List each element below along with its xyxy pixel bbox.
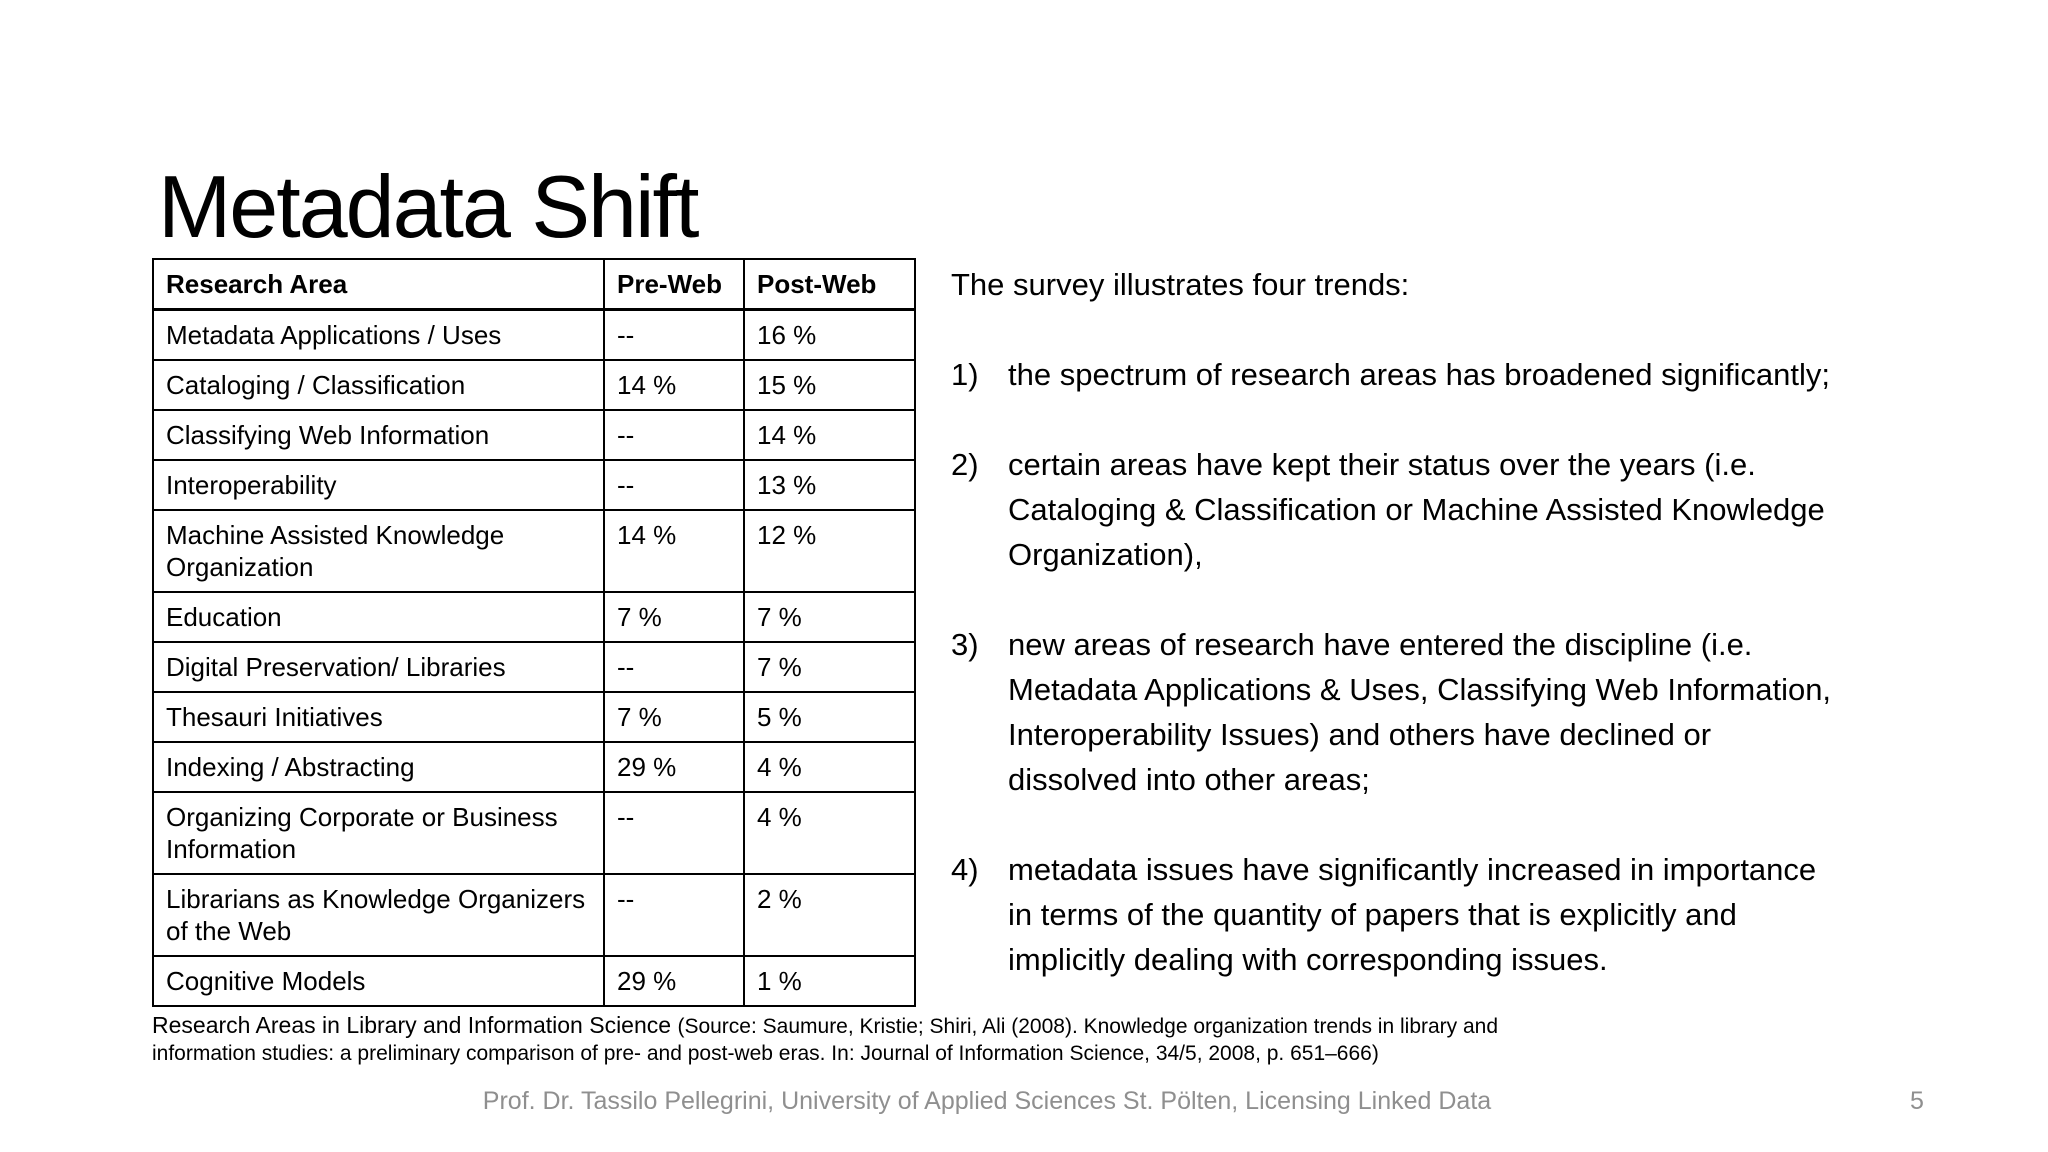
table-row: Librarians as Knowledge Organizers of th…	[152, 873, 916, 957]
trend-number: 3)	[951, 627, 979, 662]
trends-list: 1) the spectrum of research areas has bro…	[951, 352, 1963, 982]
table-row: Indexing / Abstracting 29 % 4 %	[152, 741, 916, 793]
trend-number: 2)	[951, 447, 979, 482]
trend-text: new areas of research have entered the d…	[1008, 627, 1832, 797]
cell-research-area: Librarians as Knowledge Organizers of th…	[152, 873, 605, 957]
cell-post-web: 16 %	[743, 308, 916, 361]
column-header: Research Area	[152, 258, 605, 311]
table-row: Metadata Applications / Uses -- 16 %	[152, 308, 916, 361]
cell-research-area: Machine Assisted Knowledge Organization	[152, 509, 605, 593]
table-row: Cognitive Models 29 % 1 %	[152, 955, 916, 1007]
table-row: Thesauri Initiatives 7 % 5 %	[152, 691, 916, 743]
cell-research-area: Interoperability	[152, 459, 605, 511]
column-header: Post-Web	[743, 258, 916, 311]
cell-research-area: Organizing Corporate or Business Informa…	[152, 791, 605, 875]
trend-text: metadata issues have significantly incre…	[1008, 852, 1817, 977]
page-number: 5	[1910, 1087, 1924, 1115]
cell-post-web: 2 %	[743, 873, 916, 957]
trend-number: 4)	[951, 852, 979, 887]
cell-post-web: 4 %	[743, 741, 916, 793]
trends-intro: The survey illustrates four trends:	[951, 267, 1410, 302]
cell-pre-web: --	[603, 641, 745, 693]
footer-text: Prof. Dr. Tassilo Pellegrini, University…	[482, 1087, 1492, 1115]
caption-lead: Research Areas in Library and Informatio…	[152, 1012, 678, 1038]
table-row: Digital Preservation/ Libraries -- 7 %	[152, 641, 916, 693]
table-body: Metadata Applications / Uses -- 16 % Catalo…	[152, 308, 916, 1007]
cell-post-web: 1 %	[743, 955, 916, 1007]
cell-research-area: Cognitive Models	[152, 955, 605, 1007]
cell-post-web: 5 %	[743, 691, 916, 743]
cell-research-area: Thesauri Initiatives	[152, 691, 605, 743]
cell-post-web: 12 %	[743, 509, 916, 593]
cell-pre-web: --	[603, 409, 745, 461]
slide-title: Metadata Shift	[158, 156, 699, 256]
trend-item: 3) new areas of research have entered the…	[951, 622, 1963, 802]
cell-research-area: Classifying Web Information	[152, 409, 605, 461]
cell-pre-web: --	[603, 308, 745, 361]
column-header: Pre-Web	[603, 258, 745, 311]
cell-pre-web: 7 %	[603, 591, 745, 643]
cell-pre-web: 29 %	[603, 955, 745, 1007]
table-caption: Research Areas in Library and Informatio…	[152, 1012, 1527, 1067]
trend-item: 2) certain areas have kept their status o…	[951, 442, 1963, 577]
cell-pre-web: 14 %	[603, 509, 745, 593]
cell-pre-web: --	[603, 459, 745, 511]
table-row: Machine Assisted Knowledge Organization 1…	[152, 509, 916, 593]
cell-research-area: Digital Preservation/ Libraries	[152, 641, 605, 693]
cell-research-area: Education	[152, 591, 605, 643]
cell-post-web: 13 %	[743, 459, 916, 511]
trend-number: 1)	[951, 357, 979, 392]
trends-panel: The survey illustrates four trends: 1) th…	[951, 262, 1963, 982]
research-table: Research Area Pre-Web Post-Web Metadata Ap…	[152, 258, 916, 1007]
cell-pre-web: 7 %	[603, 691, 745, 743]
cell-pre-web: 29 %	[603, 741, 745, 793]
trend-item: 1) the spectrum of research areas has bro…	[951, 352, 1963, 397]
table-row: Organizing Corporate or Business Informa…	[152, 791, 916, 875]
cell-research-area: Metadata Applications / Uses	[152, 308, 605, 361]
cell-post-web: 4 %	[743, 791, 916, 875]
table-header: Research Area Pre-Web Post-Web	[152, 258, 916, 311]
table-row: Interoperability -- 13 %	[152, 459, 916, 511]
table-row: Education 7 % 7 %	[152, 591, 916, 643]
caption-source: (Source: Saumure, Kristie; Shiri, Ali (2…	[152, 1015, 1499, 1065]
trend-text: certain areas have kept their status ove…	[1008, 447, 1825, 572]
trend-item: 4) metadata issues have significantly inc…	[951, 847, 1963, 982]
cell-post-web: 7 %	[743, 641, 916, 693]
table-row: Classifying Web Information -- 14 %	[152, 409, 916, 461]
cell-post-web: 14 %	[743, 409, 916, 461]
cell-post-web: 7 %	[743, 591, 916, 643]
cell-pre-web: 14 %	[603, 359, 745, 411]
trend-text: the spectrum of research areas has broad…	[1008, 357, 1830, 392]
table-row: Cataloging / Classification 14 % 15 %	[152, 359, 916, 411]
cell-research-area: Indexing / Abstracting	[152, 741, 605, 793]
cell-pre-web: --	[603, 791, 745, 875]
cell-post-web: 15 %	[743, 359, 916, 411]
cell-research-area: Cataloging / Classification	[152, 359, 605, 411]
table-header-row: Research Area Pre-Web Post-Web	[152, 258, 916, 311]
cell-pre-web: --	[603, 873, 745, 957]
